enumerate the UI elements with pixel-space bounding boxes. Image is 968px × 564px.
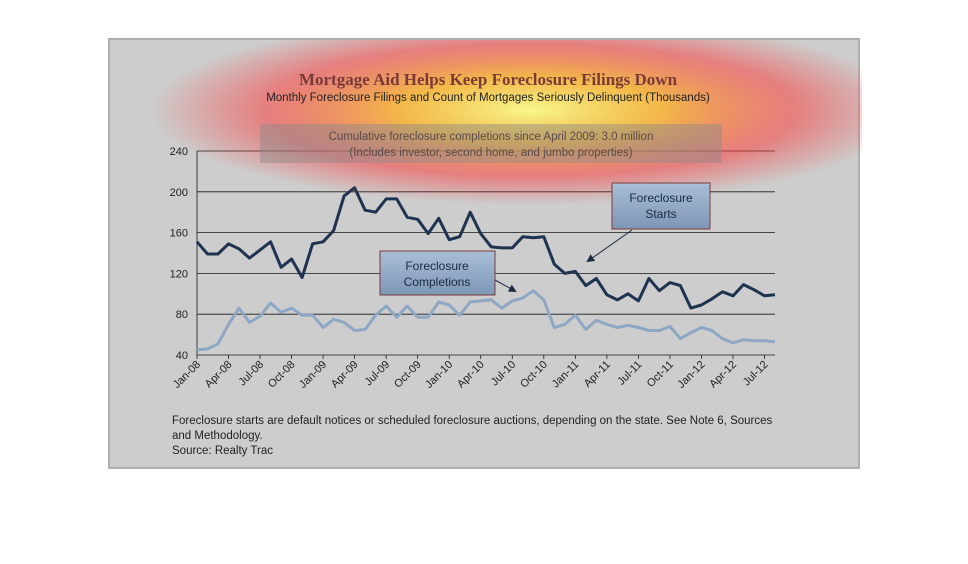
- series-line-foreclosure-completions: [196, 289, 776, 352]
- x-tick-label: Apr-12: [707, 359, 739, 391]
- x-tick-label: Apr-10: [455, 359, 487, 391]
- x-tick-label: Oct-11: [645, 359, 676, 390]
- note-box: [260, 124, 722, 163]
- chart-panel: 40 80 120 160 200 240 Jan-08 Apr-08 Jul-08 Oct-0…: [108, 38, 862, 469]
- callout-completions-line-1: Foreclosure: [405, 259, 469, 273]
- x-tick-label: Jan-10: [423, 359, 455, 391]
- callout-arrow-starts: [586, 229, 633, 263]
- y-tick-labels: 40 80 120 160 200 240: [170, 146, 188, 362]
- callout-box-starts: [611, 182, 711, 230]
- footnote-line-1: Foreclosure starts are default notices o…: [172, 415, 773, 427]
- x-tick-label: Jan-09: [297, 359, 329, 391]
- x-tick-label: Jul-12: [741, 359, 771, 389]
- y-tick-label: 200: [170, 187, 188, 199]
- x-tick-label: Apr-11: [582, 359, 613, 390]
- x-tick-label: Oct-09: [392, 359, 424, 391]
- x-tick-label: Jul-09: [363, 359, 393, 389]
- y-tick-label: 240: [170, 146, 188, 158]
- callout-starts-line-2: Starts: [645, 207, 676, 221]
- footnote-line-2: and Methodology.: [172, 430, 263, 442]
- x-tick-label: Apr-08: [203, 359, 235, 391]
- x-tick-label: Oct-10: [518, 359, 550, 391]
- footnote-source: Source: Realty Trac: [172, 445, 273, 457]
- x-tick-label: Oct-08: [266, 359, 298, 391]
- x-tick-labels: Jan-08 Apr-08 Jul-08 Oct-08 Jan-09 Apr-09 Jul-…: [171, 359, 771, 391]
- callout-starts-line-1: Foreclosure: [629, 191, 693, 205]
- note-line-1: Cumulative foreclosure completions since…: [329, 131, 654, 143]
- callout-completions-line-2: Completions: [404, 275, 471, 289]
- series-line-foreclosure-starts: [195, 186, 776, 310]
- y-tick-label: 160: [170, 228, 188, 240]
- callout-arrow-completions: [494, 279, 517, 292]
- chart-title: Mortgage Aid Helps Keep Foreclosure Fili…: [299, 70, 678, 89]
- x-tick-label: Jan-11: [550, 359, 582, 391]
- x-tick-label: Apr-09: [329, 359, 361, 391]
- series-lines: [195, 186, 776, 352]
- callout-box-completions: [379, 250, 496, 296]
- heatmap-overlay: [150, 40, 862, 205]
- y-tick-label: 40: [176, 350, 188, 362]
- chart-subtitle: Monthly Foreclosure Filings and Count of…: [266, 92, 710, 104]
- x-tick-label: Jan-08: [171, 359, 203, 391]
- y-tick-label: 120: [170, 268, 188, 280]
- x-tick-label: Jul-11: [615, 359, 644, 388]
- x-tick-label: Jul-08: [236, 359, 266, 389]
- x-tick-label: Jul-10: [489, 359, 519, 389]
- note-line-2: (Includes investor, second home, and jum…: [349, 147, 632, 159]
- x-tick-label: Jan-12: [675, 359, 707, 391]
- y-tick-label: 80: [176, 309, 188, 321]
